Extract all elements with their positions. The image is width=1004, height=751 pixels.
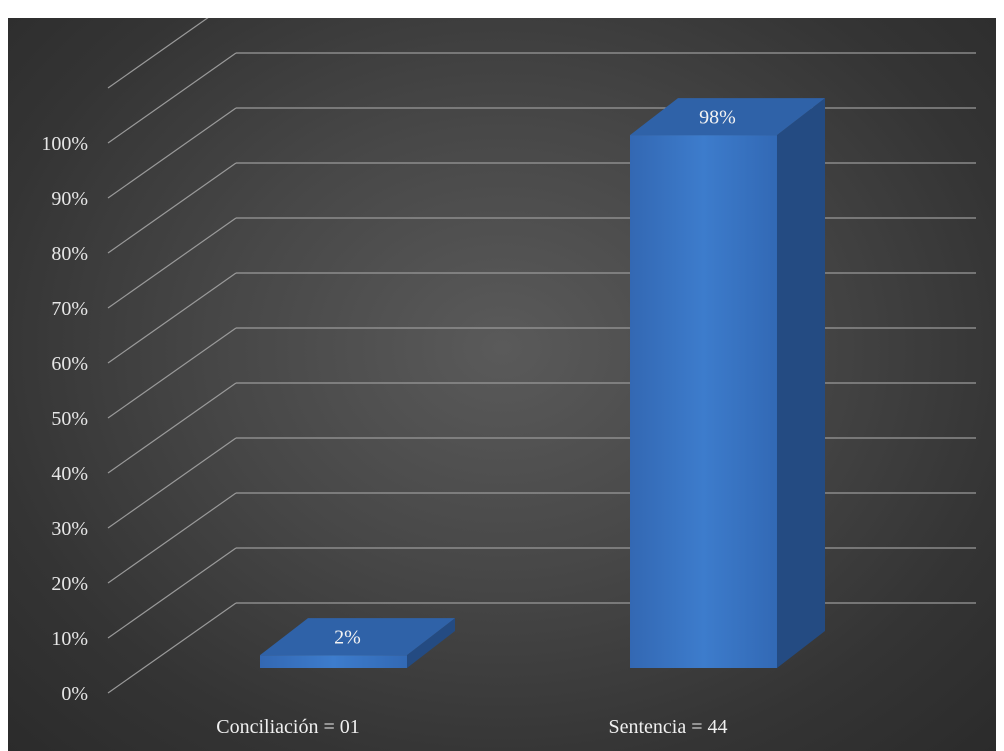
x-category-label: Conciliación = 01 bbox=[216, 716, 359, 738]
bar-side bbox=[777, 98, 825, 668]
gridline-diagonal bbox=[108, 438, 236, 528]
gridline-diagonal bbox=[108, 548, 236, 638]
y-tick-label: 0% bbox=[61, 683, 88, 705]
y-tick-label: 50% bbox=[51, 408, 88, 430]
data-label: 98% bbox=[699, 107, 736, 129]
gridline-diagonal bbox=[108, 273, 236, 363]
gridline-diagonal bbox=[108, 328, 236, 418]
gridlines bbox=[108, 18, 976, 693]
gridline-diagonal bbox=[108, 163, 236, 253]
gridline-diagonal bbox=[108, 218, 236, 308]
gridline-diagonal bbox=[108, 603, 236, 693]
y-tick-label: 70% bbox=[51, 298, 88, 320]
x-axis: Conciliación = 01 Sentencia = 44 bbox=[216, 716, 727, 738]
y-tick-label: 100% bbox=[41, 133, 88, 155]
y-axis: 0% 10% 20% 30% 40% 50% 60% 70% 80% 90% 100% bbox=[41, 133, 88, 705]
y-tick-label: 80% bbox=[51, 243, 88, 265]
gridline-diagonal bbox=[108, 493, 236, 583]
y-tick-label: 60% bbox=[51, 353, 88, 375]
y-tick-label: 30% bbox=[51, 518, 88, 540]
gridline-diagonal bbox=[108, 108, 236, 198]
x-category-label: Sentencia = 44 bbox=[608, 716, 727, 738]
data-label: 2% bbox=[334, 627, 361, 649]
bar-chart: 0%10%20%30%40%50%60%70%80%90%100% 2%98% … bbox=[8, 18, 996, 751]
y-tick-label: 10% bbox=[51, 628, 88, 650]
gridline-diagonal bbox=[108, 53, 236, 143]
chart-area: 0% 10% 20% 30% 40% 50% 60% 70% 80% 90% 100% 2% 98% … bbox=[8, 18, 996, 751]
bar-front bbox=[260, 655, 407, 668]
y-tick-label: 20% bbox=[51, 573, 88, 595]
y-tick-label: 90% bbox=[51, 188, 88, 210]
gridline-diagonal bbox=[108, 18, 236, 88]
y-tick-label: 40% bbox=[51, 463, 88, 485]
bar-front bbox=[630, 135, 777, 668]
gridline-diagonal bbox=[108, 383, 236, 473]
